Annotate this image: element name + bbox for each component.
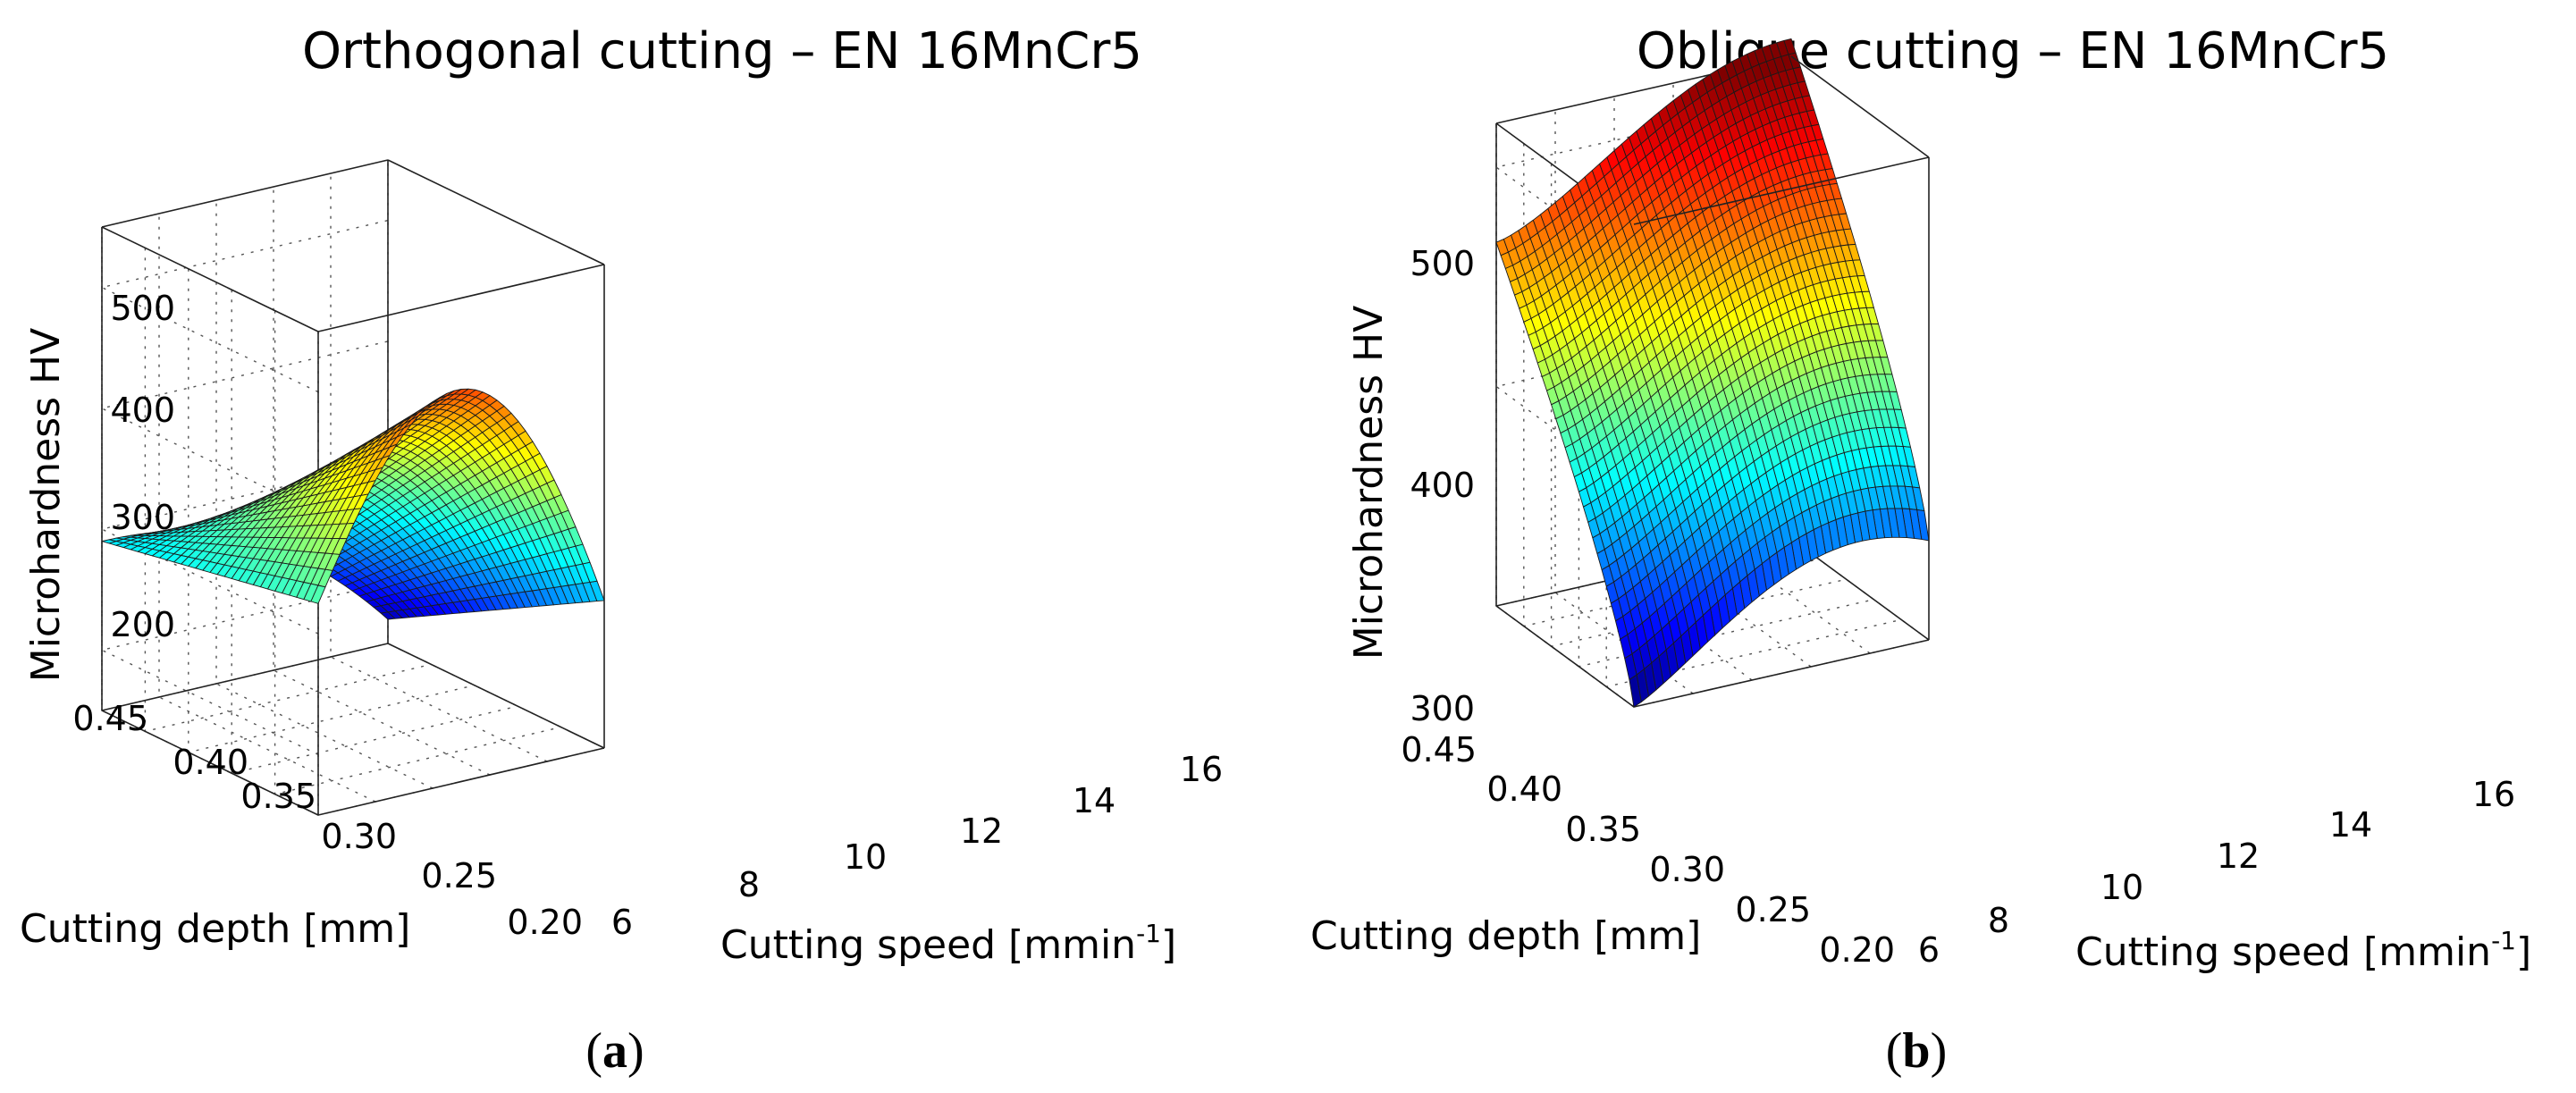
panel-a-x-tick-10: 10: [844, 837, 887, 877]
b-box-edge-front-2: [1790, 55, 1930, 158]
b-surface-patch: [1629, 674, 1642, 708]
panel-b-x-tick-8: 8: [1988, 901, 2009, 940]
a-grid-z-500: [99, 219, 389, 393]
b-box-edge-back-5: [1495, 605, 1635, 708]
panel-a-y-tick-0.45: 0.45: [72, 699, 148, 738]
subfigure-label-b: (b): [1886, 1023, 1947, 1079]
panel-b-y-axis-label: Cutting depth [mm]: [1310, 913, 1701, 959]
panel-a-x-ticks: 6 8 10 12 14 16: [611, 750, 1223, 942]
a-box-edge-front-2: [387, 159, 605, 265]
panel-a-x-tick-16: 16: [1180, 750, 1223, 789]
panel-b-y-tick-0.20: 0.20: [1819, 930, 1895, 970]
a-grid-z-200: [99, 582, 389, 756]
panel-a-y-tick-0.20: 0.20: [507, 903, 583, 942]
panel-b-x-tick-12: 12: [2217, 837, 2260, 876]
panel-b-front-box-edges: [1633, 55, 1930, 640]
panel-a-chart: Orthogonal cutting – EN 16MnCr5 500 400 …: [20, 22, 1223, 968]
panel-a-y-tick-0.30: 0.30: [321, 817, 397, 856]
panel-b-z-tick-300: 300: [1410, 689, 1475, 728]
panel-b-z-tick-400: 400: [1410, 466, 1475, 505]
panel-b-z-axis-label: Microhardness HV: [1346, 306, 1392, 660]
a-box-edge-back-4: [101, 159, 389, 228]
panel-a-surface: [101, 388, 605, 620]
b-box-edge-back-7: [1633, 639, 1930, 708]
panel-b-x-tick-14: 14: [2329, 805, 2372, 845]
panel-a-y-ticks: 0.45 0.40 0.35 0.30 0.25 0.20: [72, 699, 583, 942]
panel-b-y-ticks: 0.45 0.40 0.35 0.30 0.25 0.20: [1401, 730, 1895, 970]
a-box-edge-back-8: [387, 643, 605, 749]
a-grid-x-8: [158, 214, 376, 803]
panel-b-z-ticks: 500 400 300: [1410, 244, 1475, 728]
a-grid-z-300: [99, 461, 389, 635]
a-grid-x-12: [273, 187, 491, 776]
panel-a-z-tick-500: 500: [110, 289, 175, 328]
b-box-edge-front-1: [1633, 156, 1930, 225]
panel-a-title: Orthogonal cutting – EN 16MnCr5: [302, 22, 1142, 80]
panel-b-y-tick-0.25: 0.25: [1735, 890, 1811, 929]
panel-b-y-tick-0.30: 0.30: [1649, 850, 1725, 889]
panel-a-x-axis-label: Cutting speed [mmin-1]: [720, 919, 1176, 968]
panel-a-z-tick-400: 400: [110, 391, 175, 430]
a-box-edge-back-3: [101, 226, 319, 332]
panel-b-y-tick-0.45: 0.45: [1401, 730, 1477, 769]
panel-b-x-axis-label: Cutting speed [mmin-1]: [2075, 926, 2531, 975]
panel-b-x-ticks: 6 8 10 12 14 16: [1918, 775, 2515, 970]
a-grid-z-400: [99, 341, 389, 514]
subfigure-label-a: (a): [585, 1023, 644, 1079]
panel-a-z-ticks: 500 400 300 200: [110, 289, 175, 644]
panel-a-x-tick-6: 6: [611, 903, 633, 942]
panel-a-x-tick-12: 12: [960, 811, 1003, 851]
a-box-edge-back-7: [317, 747, 605, 816]
panel-b-y-tick-0.40: 0.40: [1486, 769, 1562, 809]
panel-a-x-tick-8: 8: [738, 865, 760, 904]
a-box-edge-front-1: [317, 264, 605, 332]
panel-b-x-tick-6: 6: [1918, 930, 1940, 970]
a-grid-x-14: [330, 173, 548, 762]
a-grid-x-10: [215, 200, 434, 789]
panel-a-x-tick-14: 14: [1073, 781, 1115, 820]
a-surface-patch: [310, 584, 326, 604]
panel-a-front-box-edges: [317, 159, 605, 748]
panel-b-x-tick-16: 16: [2472, 775, 2515, 814]
panel-b-x-tick-10: 10: [2100, 868, 2143, 907]
panel-a-y-axis-label: Cutting depth [mm]: [20, 906, 410, 952]
panel-b-chart: Oblique cutting – EN 16MnCr5 500 400 300…: [1310, 22, 2531, 975]
panel-a-y-tick-0.35: 0.35: [240, 777, 316, 816]
panel-a-y-tick-0.40: 0.40: [173, 743, 248, 782]
a-box-edge-back-5: [101, 710, 319, 816]
a-box-edge-back-6: [101, 643, 389, 711]
panel-a-y-tick-0.25: 0.25: [421, 856, 497, 895]
panel-a-back-box-edges: [101, 159, 605, 816]
panel-a-z-tick-300: 300: [110, 498, 175, 537]
panel-a-z-tick-200: 200: [110, 605, 175, 644]
panel-b-surface: [1495, 38, 1930, 708]
panel-b-y-tick-0.35: 0.35: [1565, 810, 1641, 849]
panel-b-z-tick-500: 500: [1410, 244, 1475, 283]
panel-a-z-axis-label: Microhardness HV: [23, 328, 69, 683]
